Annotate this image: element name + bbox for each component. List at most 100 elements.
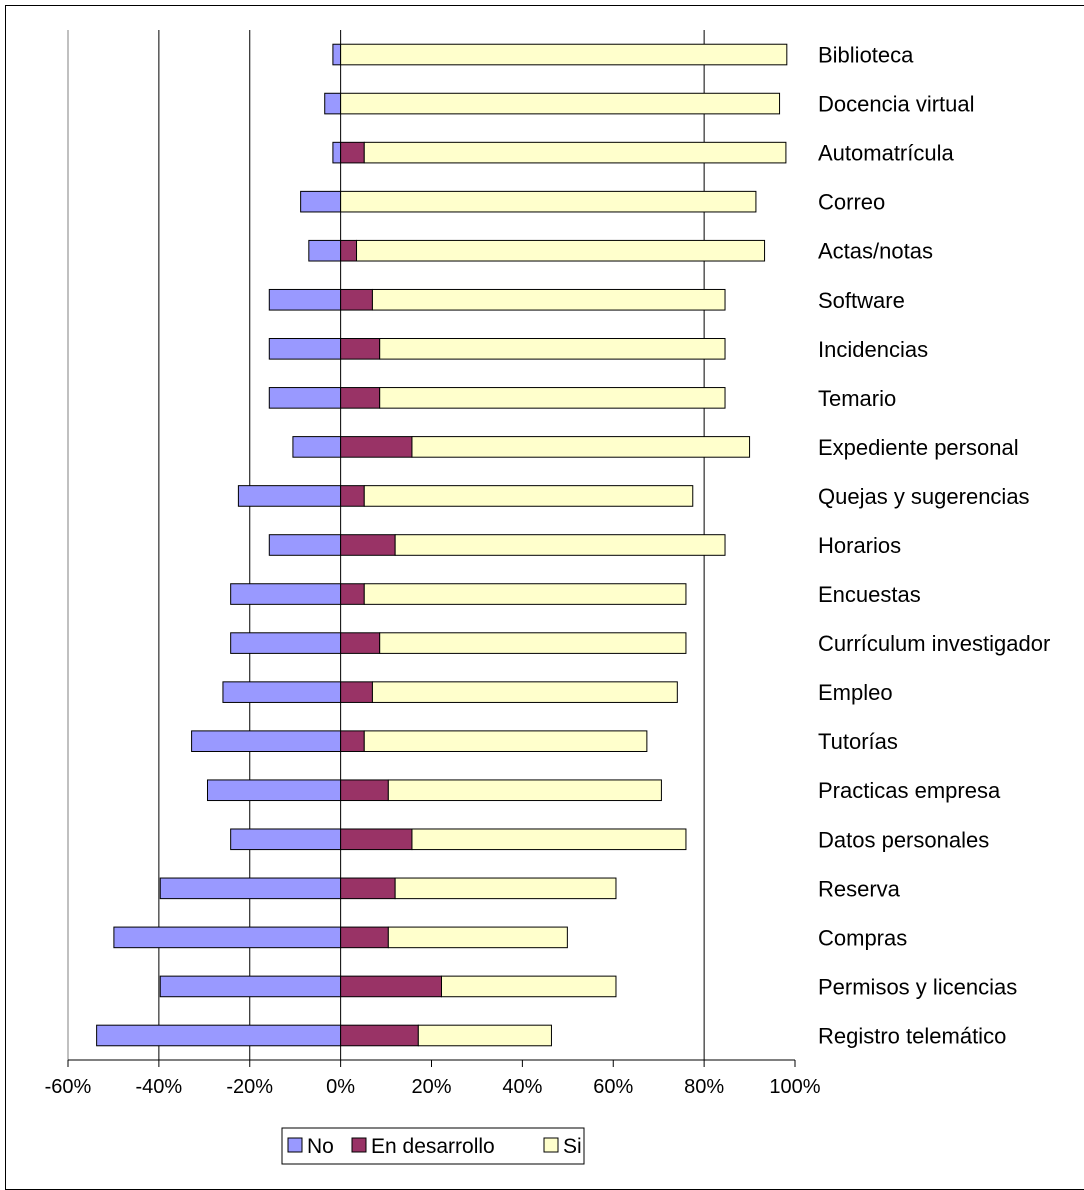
x-tick-label: 80% [684,1076,724,1098]
legend-swatch [287,1137,303,1153]
x-tick-label: 40% [502,1076,542,1098]
category-label: Temario [818,386,896,411]
bar-segment-si [387,926,568,949]
bar-segment-en-desarrollo [340,828,413,851]
bar-segment-en-desarrollo [340,975,442,998]
bar-segment-en-desarrollo [340,485,365,507]
bar-segment-no [308,239,342,262]
bar-segment-no [300,190,342,213]
category-label: Registro telemático [818,1023,1006,1048]
x-tick-label: -20% [226,1076,273,1098]
legend-box [281,1127,585,1165]
category-label: Automatrícula [818,141,954,166]
category-label: Incidencias [818,337,928,362]
bar-segment-si [394,877,617,900]
bar-segment-si [340,190,757,213]
bar-segment-si [387,779,662,802]
bar-segment-no [96,1024,342,1047]
bar-segment-no [230,583,342,605]
bar-segment-no [324,92,342,115]
bar-segment-si [340,92,781,115]
category-label: Horarios [818,533,901,558]
category-labels: Biblioteca Docencia virtual Automatrícula C… [818,43,1050,1049]
legend-label: No [307,1135,334,1158]
category-label: Encuestas [818,582,921,607]
bar-segment-no [237,485,342,507]
x-tick-label: -60% [45,1076,92,1098]
bar-segment-si [371,288,726,311]
x-tick-label: 60% [593,1076,633,1098]
bar-segment-si [379,338,726,360]
bar-segment-no [159,975,342,998]
category-label: Docencia virtual [818,92,975,117]
bar-segment-en-desarrollo [340,239,358,262]
bar-segment-si [379,387,726,409]
bar-segment-no [159,877,342,900]
bar-segment-en-desarrollo [340,436,413,458]
bar-segment-en-desarrollo [340,877,396,900]
bar-segment-si [411,436,751,458]
bar-segment-no [332,43,342,66]
x-tick-label: 0% [326,1076,355,1098]
category-label: Correo [818,190,885,215]
bar-segment-no [206,779,342,802]
bar-segment-si [356,239,766,262]
bar-segment-no [332,141,342,164]
bar-segment-no [268,338,342,360]
category-label: Reserva [818,876,901,901]
x-tick-label: -40% [136,1076,183,1098]
bar-segment-en-desarrollo [340,338,381,360]
bar-segment-en-desarrollo [340,387,381,409]
bar-segment-no [230,828,342,851]
category-label: Biblioteca [818,43,914,68]
legend: No En desarrollo Si [281,1127,585,1165]
bar-segment-si [371,681,678,703]
bar-segment-si [363,485,694,507]
category-label: Expediente personal [818,435,1019,460]
category-label: Software [818,288,905,313]
category-label: Actas/notas [818,239,933,264]
bar-segment-en-desarrollo [340,926,389,949]
bar-segment-no [230,632,342,654]
bar-segment-en-desarrollo [340,534,396,556]
bar-segment-no [268,387,342,409]
x-tick-label: 100% [769,1076,820,1098]
bar-segment-en-desarrollo [340,779,389,802]
bar-segment-en-desarrollo [340,141,365,164]
bar-segment-no [113,926,342,949]
category-label: Permisos y licencias [818,974,1017,999]
axis-layer: -60% -40% -20% 0% 20% 40% 60% 80% 100% [45,30,821,1098]
bar-segment-si [363,141,787,164]
bar-segment-en-desarrollo [340,288,373,311]
bar-segment-en-desarrollo [340,681,373,703]
x-tick-label: 20% [411,1076,451,1098]
bar-segment-en-desarrollo [340,632,381,654]
legend-label: En desarrollo [371,1135,495,1158]
category-label: Empleo [818,680,893,705]
category-label: Practicas empresa [818,778,1001,803]
legend-swatch [543,1137,559,1153]
bar-segment-no [191,730,342,752]
bar-segment-en-desarrollo [340,583,365,605]
bar-segment-no [268,534,342,556]
bar-segment-si [363,583,687,605]
bar-segment-si [379,632,687,654]
category-label: Datos personales [818,827,989,852]
bar-segment-no [222,681,342,703]
category-label: Compras [818,925,907,950]
bar-segment-no [292,436,342,458]
legend-label: Si [563,1135,582,1158]
category-label: Currículum investigador [818,631,1050,656]
bar-segment-si [440,975,617,998]
bar-segment-si [340,43,788,66]
category-label: Quejas y sugerencias [818,484,1030,509]
category-label: Tutorías [818,729,898,754]
bar-segment-si [363,730,648,752]
bar-segment-si [411,828,687,851]
bar-segment-no [268,288,342,311]
bar-segment-si [417,1024,552,1047]
bar-segment-si [394,534,726,556]
bar-segment-en-desarrollo [340,1024,419,1047]
legend-swatch [351,1137,367,1153]
